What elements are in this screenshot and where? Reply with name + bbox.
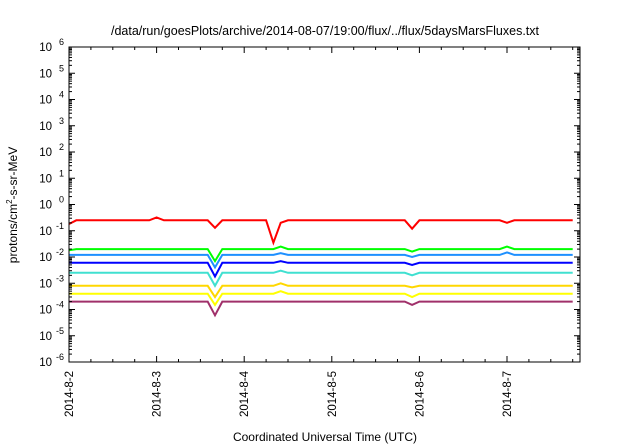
series-line (69, 282, 573, 299)
series-line (69, 269, 573, 288)
x-tick-label: 2014-8-3 (152, 371, 164, 417)
series-line (69, 290, 573, 307)
y-tick-label: 10 (39, 200, 52, 212)
x-tick-label: 2014-8-6 (414, 371, 426, 417)
y-axis-label-prefix: protons/cm (6, 204, 20, 263)
y-tick-label: 10 (39, 42, 52, 54)
y-tick-exponent: 6 (59, 37, 64, 47)
x-tick-label: 2014-8-4 (239, 370, 251, 417)
series-line (69, 251, 573, 270)
series-line (69, 260, 573, 279)
y-tick-exponent: -3 (56, 273, 64, 283)
y-axis-label-suffix: -s-sr-MeV (6, 147, 20, 200)
y-tick-label: 10 (39, 95, 52, 107)
series-line (68, 216, 573, 246)
y-tick-label: 10 (39, 147, 52, 159)
y-tick-exponent: -2 (56, 247, 64, 257)
y-tick-label: 10 (39, 331, 52, 343)
chart-title: /data/run/goesPlots/archive/2014-08-07/1… (111, 24, 540, 38)
y-tick-exponent: -4 (56, 300, 64, 310)
y-tick-label: 10 (39, 278, 52, 290)
y-tick-label: 10 (39, 305, 52, 317)
y-tick-label: 10 (39, 226, 52, 238)
y-tick-label: 10 (39, 357, 52, 369)
y-tick-exponent: -1 (56, 221, 64, 231)
series-line (68, 245, 573, 264)
y-tick-label: 10 (39, 252, 52, 264)
x-axis-label: Coordinated Universal Time (UTC) (233, 430, 417, 444)
plot-frame (68, 46, 581, 363)
y-axis-label-sup: 2 (5, 199, 14, 204)
y-tick-exponent: 5 (59, 63, 64, 73)
y-tick-label: 10 (39, 68, 52, 80)
x-tick-label: 2014-8-7 (502, 371, 514, 417)
y-tick-exponent: 1 (59, 168, 64, 178)
y-tick-exponent: 2 (59, 142, 64, 152)
y-tick-label: 10 (39, 121, 52, 133)
y-tick-exponent: -6 (56, 352, 64, 362)
y-tick-exponent: 4 (59, 90, 64, 100)
y-tick-label: 10 (39, 173, 52, 185)
y-tick-exponent: 0 (59, 195, 64, 205)
y-axis: 10 -610 -510 -410 -310 -210 -110 010 110 210 310 41… (39, 37, 580, 369)
x-tick-label: 2014-8-2 (64, 371, 76, 417)
y-tick-exponent: -5 (56, 326, 64, 336)
x-tick-label: 2014-8-5 (327, 371, 339, 417)
series-layer (68, 216, 573, 318)
y-axis-label: protons/cm2-s-sr-MeV (5, 147, 20, 263)
x-axis: 2014-8-2 2014-8-3 2014-8-4 2014-8-5 2014-8-6… (64, 47, 574, 417)
y-tick-exponent: 3 (59, 116, 64, 126)
series-line (69, 300, 573, 318)
